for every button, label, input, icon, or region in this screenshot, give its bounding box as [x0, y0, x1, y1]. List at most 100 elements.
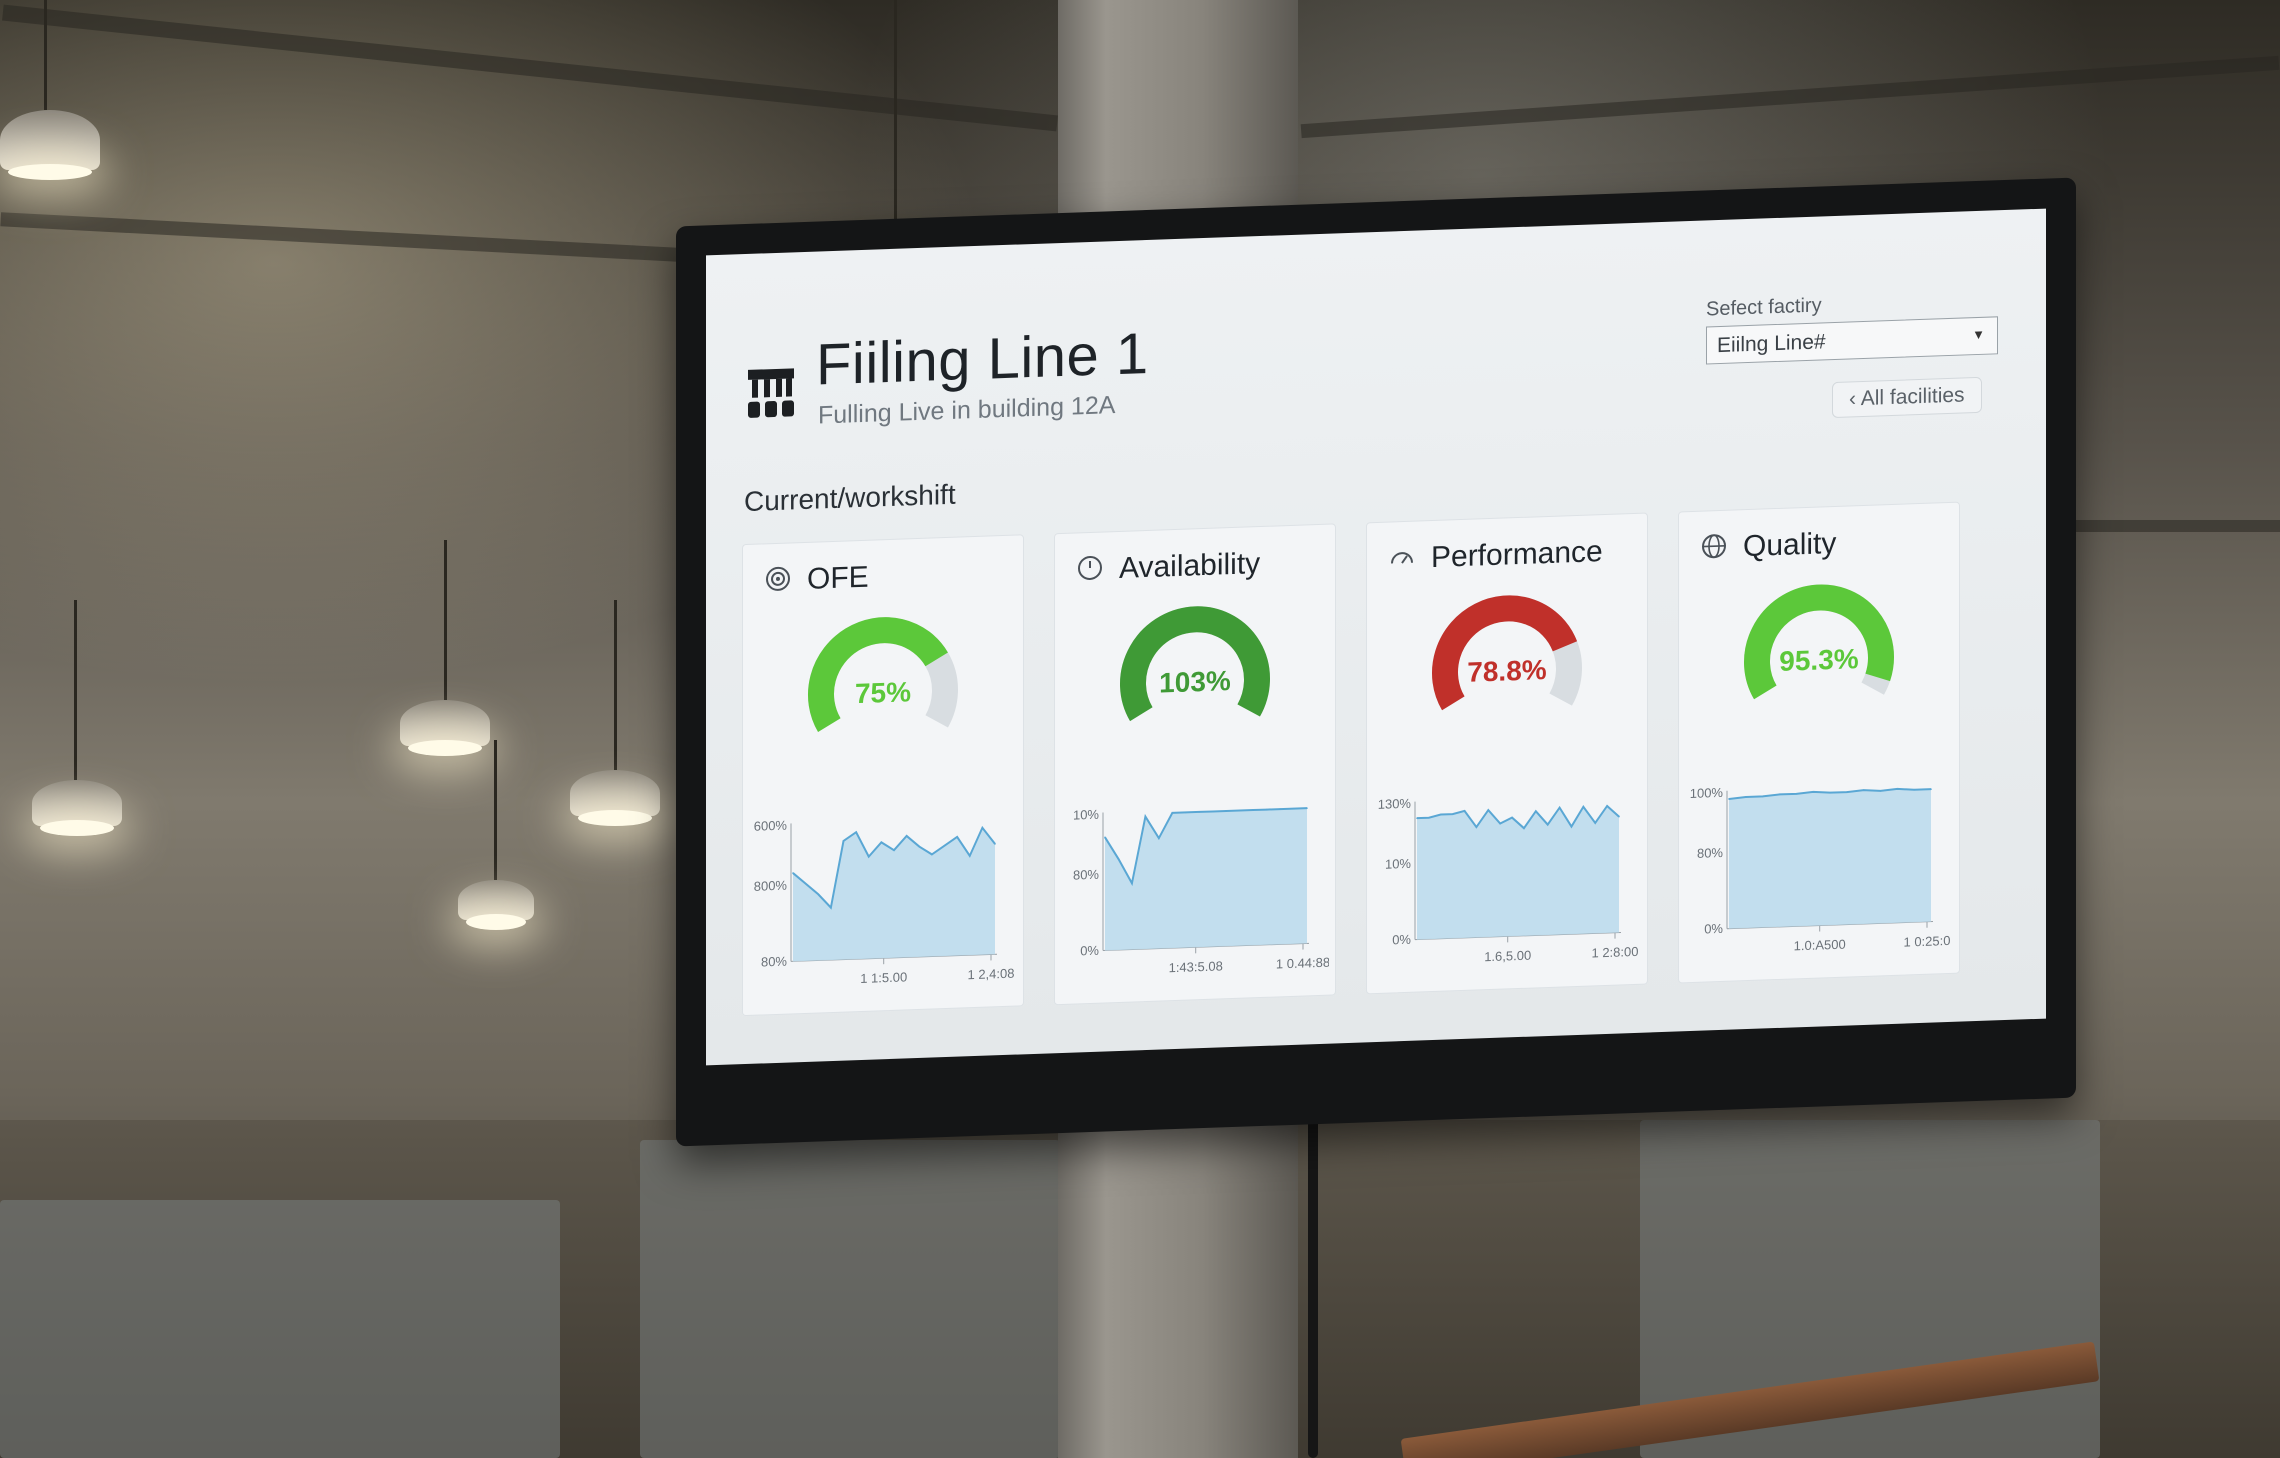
kpi-cards: OFE 75% 600% 800% 80% 1 1:5.00 1 2,4:08 Avai… [706, 209, 2046, 1017]
trend-line [1104, 807, 1307, 887]
x-tick-label: 1.0:A500 [1794, 937, 1846, 954]
trend-point [1428, 816, 1430, 819]
speedometer-icon [1391, 552, 1413, 564]
trend-point [968, 855, 971, 857]
trend-chart: 130% 10% 0% 1.6,5.00 1 2:8:00 [1378, 796, 1639, 965]
lamp-wire [44, 0, 47, 110]
x-tick-label: 1.6,5.00 [1484, 948, 1531, 965]
trend-point [943, 844, 946, 847]
globe-icon [1702, 534, 1726, 559]
trend-area [793, 827, 995, 962]
trend-point [1558, 806, 1561, 809]
factory-select-value: Eiilng Line# [1717, 330, 1826, 358]
machinery [0, 1200, 560, 1458]
trend-point [1265, 808, 1268, 811]
trend-area [1729, 788, 1931, 929]
factory-select-label: Sefect factiry [1706, 294, 1822, 321]
trend-line [1417, 804, 1620, 830]
gauge: 75% [808, 617, 958, 732]
trend-point [1778, 793, 1781, 796]
ceiling-lamp [458, 880, 534, 930]
trend-point [1913, 788, 1915, 791]
ceiling-beam [2, 4, 1058, 132]
trend-point [994, 843, 996, 845]
trend-point [1144, 815, 1147, 818]
y-tick-label: 10% [1385, 856, 1411, 872]
all-facilities-button[interactable]: ‹ All facilities [1832, 376, 1982, 419]
y-tick-label: 800% [754, 878, 788, 894]
trend-area [1417, 805, 1619, 940]
trend-point [1523, 827, 1525, 829]
x-tick-label: 1 0.44:88 [1276, 955, 1329, 972]
trend-point [1570, 825, 1573, 828]
gauge: 103% [1120, 606, 1270, 722]
y-tick-label: 80% [761, 954, 787, 970]
power-cable [1308, 1100, 1318, 1458]
gauge-value: 95.3% [1779, 643, 1858, 677]
lamp-wire [494, 740, 497, 880]
gauge-arc [808, 617, 948, 732]
trend-point [830, 906, 832, 909]
gauge: 95.3% [1744, 584, 1894, 700]
ceiling-lamp [570, 770, 660, 826]
trend-point [1879, 790, 1882, 792]
trend-point [1930, 788, 1932, 790]
trend-point [1252, 809, 1254, 811]
trend-point [893, 849, 895, 851]
trend-point [905, 835, 908, 837]
trend-point [1131, 882, 1133, 885]
trend-point [1463, 810, 1466, 812]
target-icon [766, 566, 790, 591]
trend-point [867, 855, 870, 858]
trend-point [1487, 809, 1490, 811]
lamp-wire [614, 600, 617, 770]
lamp-wire [894, 0, 897, 240]
back-chevron-icon: ‹ [1849, 387, 1856, 411]
trend-point [1546, 823, 1549, 826]
trend-point [1279, 808, 1281, 810]
trend-point [1618, 815, 1620, 818]
trend-point [1594, 822, 1597, 824]
trend-point [1896, 788, 1899, 790]
y-tick-label: 10% [1073, 807, 1099, 823]
y-tick-label: 80% [1073, 867, 1099, 883]
trend-point [1104, 836, 1106, 839]
lamp-wire [444, 540, 447, 700]
factory-select[interactable]: Eiilng Line# ▼ [1706, 316, 1998, 365]
x-tick-label: 1 2,4:08 [968, 966, 1015, 983]
kpi-card-oee[interactable]: OFE 75% 600% 800% 80% 1 1:5.00 1 2,4:08 [742, 534, 1024, 1017]
gauge-value: 103% [1159, 665, 1231, 698]
trend-point [1238, 809, 1241, 812]
y-tick-label: 0% [1392, 932, 1411, 948]
y-tick-label: 600% [754, 818, 788, 834]
ceiling-lamp [32, 780, 122, 836]
trend-point [842, 840, 845, 842]
trend-point [1225, 810, 1227, 812]
gauge-value: 78.8% [1467, 654, 1546, 688]
trend-point [855, 831, 857, 833]
wall-monitor: Fiiling Line 1 Fulling Live in building … [676, 177, 2076, 1147]
y-tick-label: 80% [1697, 845, 1723, 861]
gauge-arc [1744, 584, 1894, 700]
trend-point [1862, 789, 1865, 791]
x-tick-label: 1:43:5.08 [1169, 958, 1223, 975]
kpi-card-performance[interactable]: Performance 78.8% 130% 10% 0% 1.6,5.00 1 2:8… [1366, 512, 1648, 995]
clock-icon [1078, 555, 1102, 580]
dashboard-screen: Fiiling Line 1 Fulling Live in building … [706, 208, 2046, 1066]
filling-machine-icon [748, 368, 794, 418]
kpi-card-quality[interactable]: Quality 95.3% 100% 80% 0% 1.0:A500 1 0:25:0 [1678, 501, 1960, 984]
trend-point [1582, 805, 1585, 808]
trend-point [1292, 807, 1295, 810]
trend-point [1158, 837, 1160, 839]
lamp-wire [74, 600, 77, 780]
all-facilities-label: All facilities [1860, 383, 1965, 411]
trend-point [1117, 858, 1120, 860]
trend-point [1846, 791, 1848, 793]
kpi-card-availability[interactable]: Availability 103% 10% 80% 0% 1:43:5.08 1 0.4… [1054, 523, 1336, 1006]
page-subtitle: Fulling Live in building 12A [818, 391, 1116, 430]
gauge: 78.8% [1432, 595, 1582, 711]
trend-point [1306, 807, 1308, 809]
trend-point [880, 841, 883, 844]
trend-point [981, 826, 984, 829]
trend-point [1535, 810, 1537, 813]
